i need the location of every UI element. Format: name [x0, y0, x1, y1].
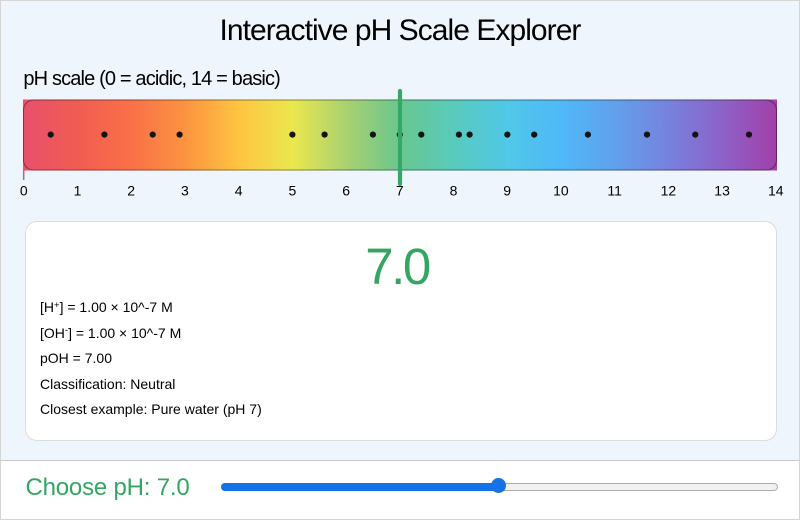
- svg-text:10: 10: [553, 183, 569, 199]
- svg-text:6: 6: [342, 183, 350, 199]
- svg-text:3: 3: [181, 183, 189, 199]
- svg-text:4: 4: [235, 183, 243, 199]
- svg-text:5: 5: [289, 183, 297, 199]
- svg-text:13: 13: [714, 183, 730, 199]
- svg-text:11: 11: [607, 183, 622, 199]
- svg-text:8: 8: [450, 183, 458, 199]
- svg-text:2: 2: [127, 183, 135, 199]
- svg-text:7: 7: [396, 183, 404, 199]
- svg-text:0: 0: [20, 183, 28, 199]
- svg-text:9: 9: [503, 183, 511, 199]
- svg-text:14: 14: [768, 183, 784, 199]
- svg-text:1: 1: [74, 183, 82, 199]
- svg-text:12: 12: [661, 183, 677, 199]
